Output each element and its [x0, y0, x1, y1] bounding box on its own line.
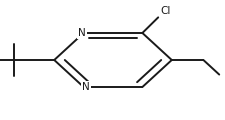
Text: N: N — [82, 82, 89, 92]
Text: N: N — [78, 28, 86, 38]
Text: Cl: Cl — [160, 6, 170, 16]
